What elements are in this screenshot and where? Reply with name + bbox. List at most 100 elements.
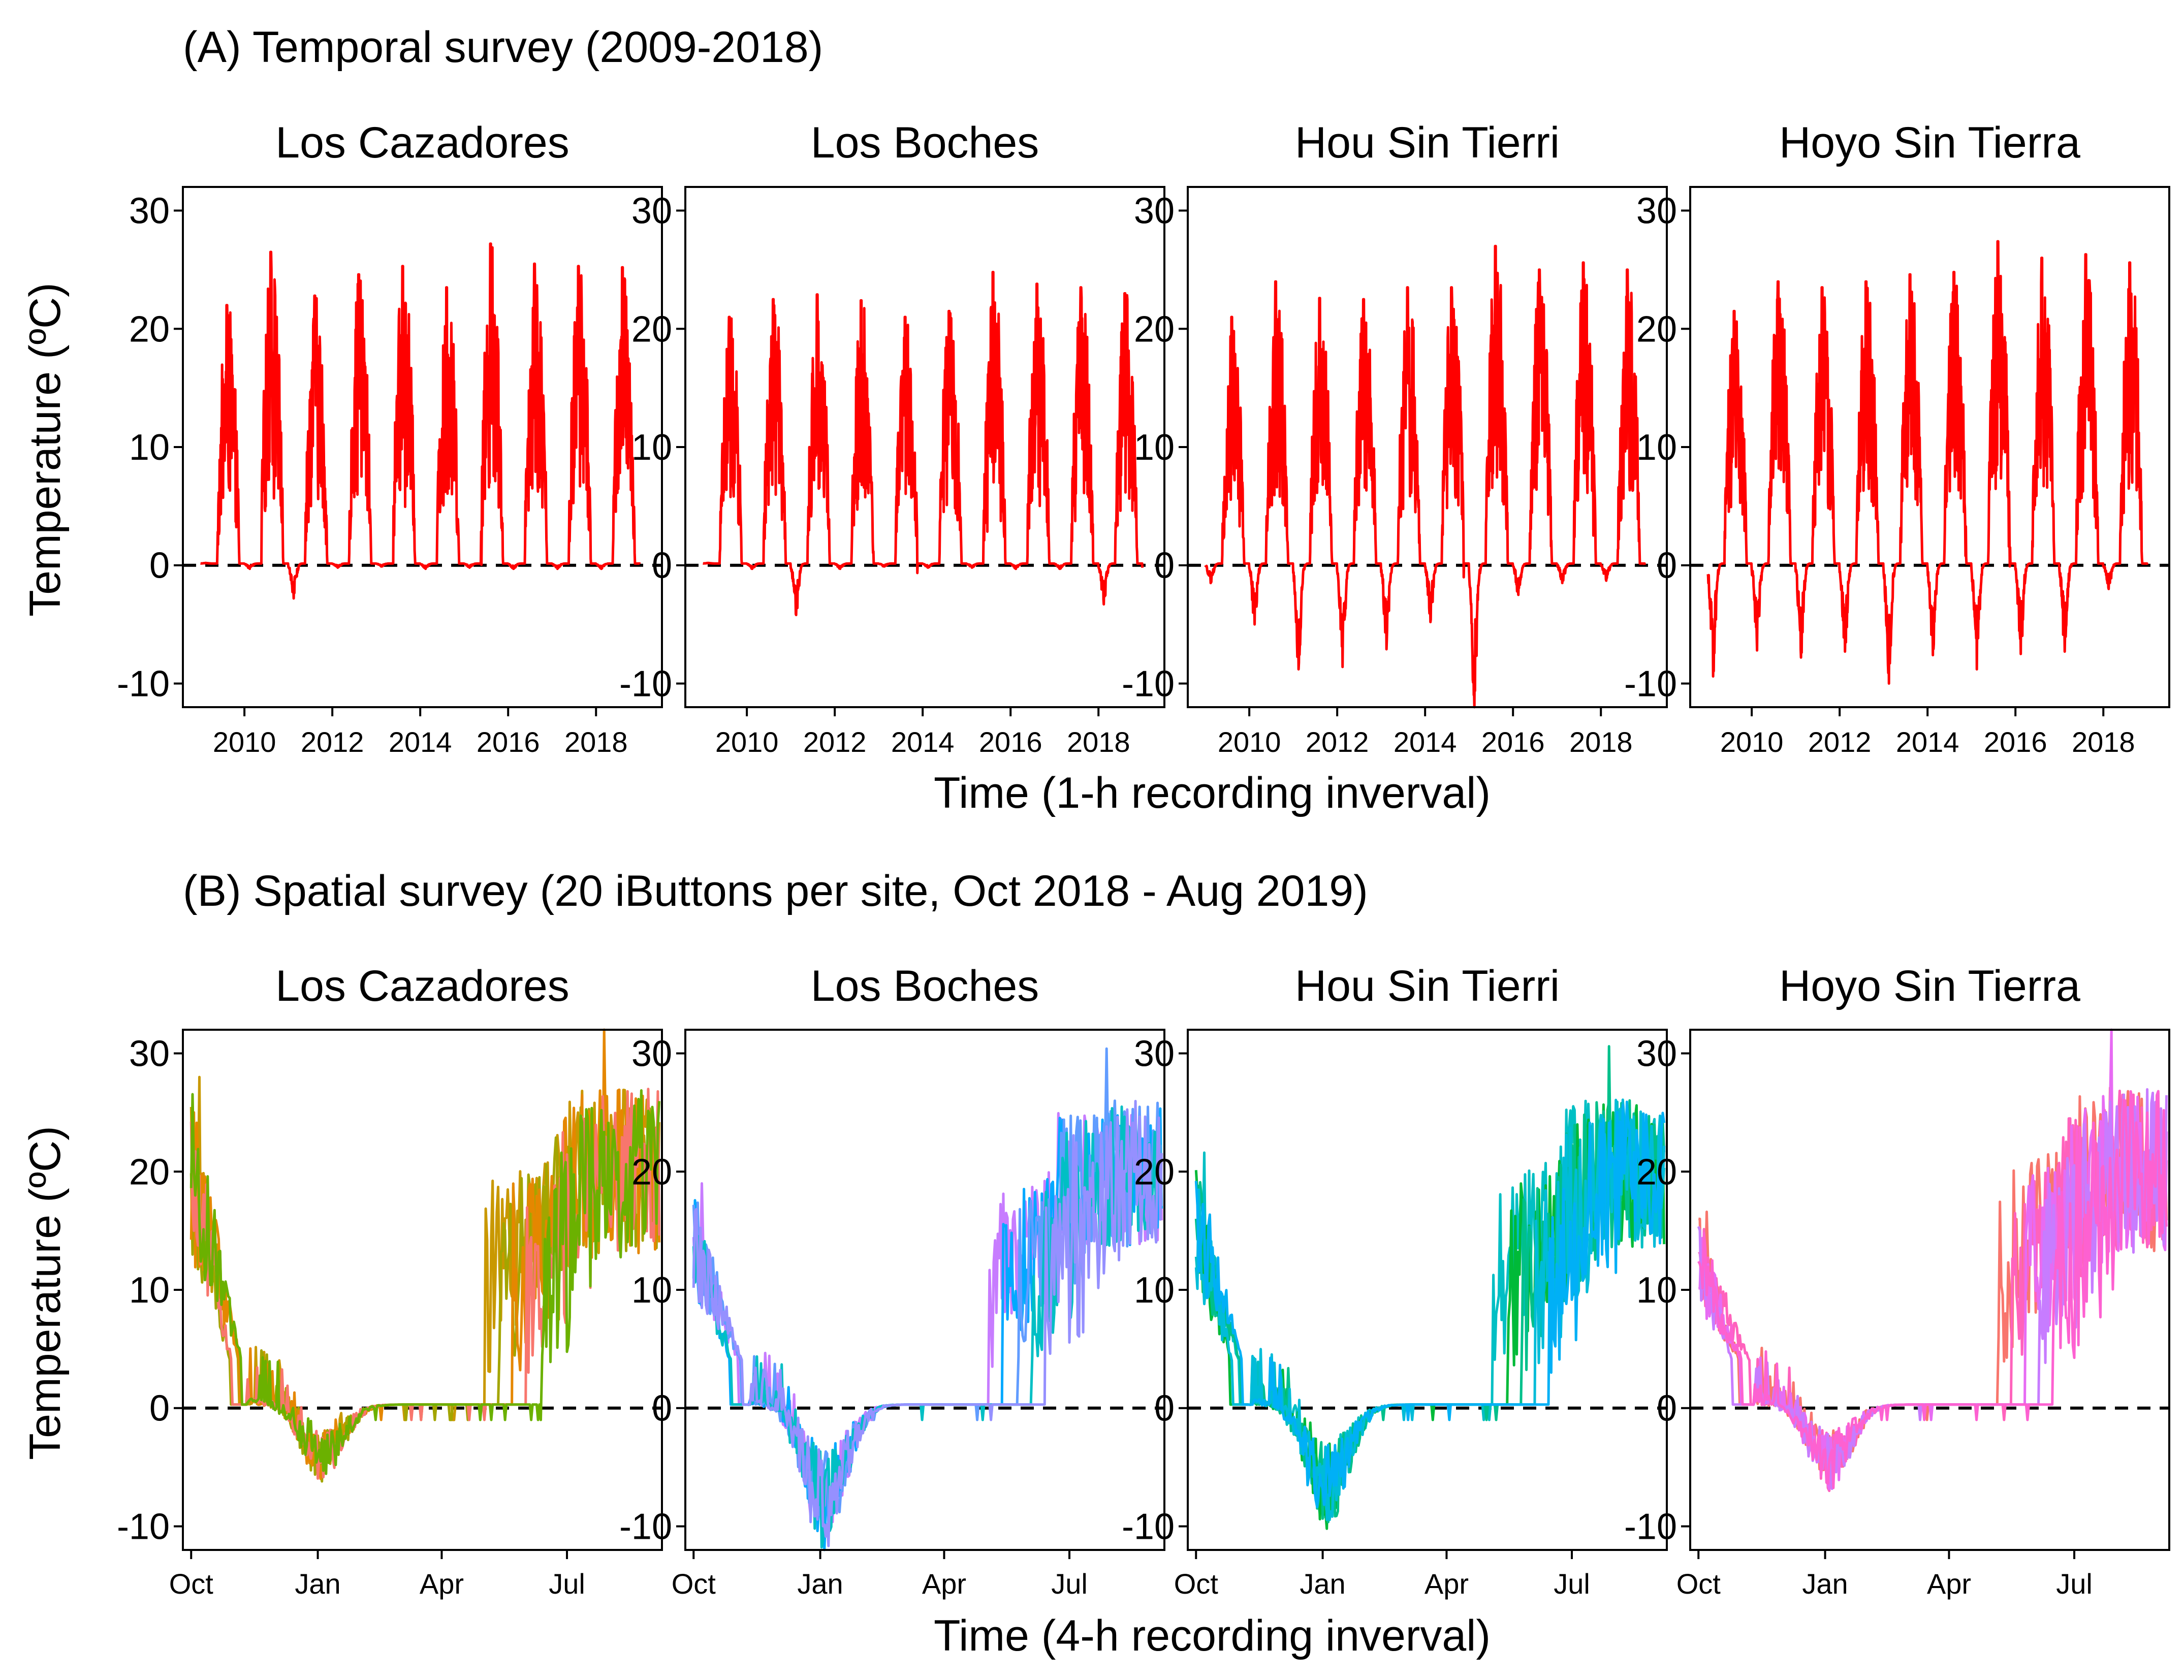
section-a-x-axis-title: Time (1-h recording inverval) [934, 769, 1491, 817]
y-tick-label: 30 [631, 191, 672, 232]
x-tick-label: 2018 [2072, 726, 2135, 758]
x-tick-label: 2016 [477, 726, 540, 758]
x-tick-label: Apr [420, 1568, 464, 1600]
x-tick-label: Oct [1174, 1568, 1219, 1600]
y-tick-label: 20 [1636, 309, 1677, 350]
y-tick-label: 0 [1154, 546, 1175, 586]
y-tick-label: 30 [1636, 1034, 1677, 1074]
x-tick-label: 2010 [1218, 726, 1281, 758]
y-tick-label: -10 [1624, 663, 1677, 704]
x-tick-label: 2016 [1481, 726, 1545, 758]
y-tick-label: -10 [117, 663, 170, 704]
y-tick-label: 0 [1154, 1388, 1175, 1429]
y-tick-label: 20 [631, 309, 672, 350]
panel-b-los-cazadores: Los Cazadores -10 0 10 20 30 Oct Jan Apr Jul [117, 962, 663, 1600]
x-tick-label: 2010 [1720, 726, 1784, 758]
panel-frame [182, 1029, 663, 1551]
y-tick-label: 20 [631, 1152, 672, 1192]
y-tick-label: 20 [1134, 309, 1175, 350]
series-line-los-boches [702, 271, 1144, 616]
x-tick-label: Apr [1927, 1568, 1971, 1600]
y-tick-label: -10 [619, 663, 672, 704]
x-tick-label: 2012 [803, 726, 867, 758]
panel-frame [1187, 186, 1668, 708]
y-tick-label: 30 [129, 191, 170, 232]
y-tick-label: -10 [1122, 663, 1175, 704]
y-tick-label: 20 [129, 309, 170, 350]
facet-label-a-los-boches: Los Boches [811, 118, 1039, 167]
section-a-title: (A) Temporal survey (2009-2018) [183, 23, 823, 72]
y-tick-label: 10 [129, 427, 170, 468]
y-tick-label: 10 [1636, 1270, 1677, 1311]
x-tick-label: Jul [1554, 1568, 1590, 1600]
x-tick-label: Oct [672, 1568, 716, 1600]
x-tick-label: Apr [922, 1568, 966, 1600]
section-a-y-axis-title: Temperature (ºC) [21, 282, 70, 616]
panel-frame [1689, 1029, 2170, 1551]
y-tick-label: 20 [1134, 1152, 1175, 1192]
x-tick-label: Oct [1676, 1568, 1721, 1600]
series-line-hoyo-sin-tierra [1706, 240, 2149, 685]
facet-label-a-hoyo-sin-tierra: Hoyo Sin Tierra [1779, 118, 2080, 167]
panel-frame [182, 186, 663, 708]
x-tick-label: Jul [2056, 1568, 2093, 1600]
section-b-y-axis-title: Temperature (ºC) [21, 1126, 70, 1460]
x-tick-label: 2014 [891, 726, 955, 758]
x-tick-label: Jan [1802, 1568, 1848, 1600]
y-tick-label: 0 [1657, 546, 1677, 586]
x-tick-label: 2012 [1306, 726, 1369, 758]
facet-label-b-los-boches: Los Boches [811, 962, 1039, 1010]
x-tick-label: 2014 [1896, 726, 1959, 758]
y-tick-label: 0 [652, 546, 672, 586]
y-tick-label: 10 [631, 1270, 672, 1311]
y-tick-label: 10 [1134, 1270, 1175, 1311]
x-tick-label: Jan [797, 1568, 843, 1600]
sensor-line-los-cazadores-5 [189, 1089, 661, 1475]
facet-label-a-los-cazadores: Los Cazadores [275, 118, 569, 167]
y-tick-label: 10 [1134, 427, 1175, 468]
y-tick-label: 10 [631, 427, 672, 468]
x-tick-label: Apr [1425, 1568, 1469, 1600]
y-tick-label: 20 [129, 1152, 170, 1192]
y-tick-label: 20 [1636, 1152, 1677, 1192]
sensor-line-hoyo-sin-tierra-5 [1697, 1090, 2168, 1489]
y-tick-label: -10 [1122, 1506, 1175, 1547]
sensor-line-los-boches-5 [692, 1100, 1163, 1547]
x-tick-label: 2018 [1569, 726, 1633, 758]
y-tick-label: -10 [619, 1506, 672, 1547]
y-tick-label: 30 [1134, 191, 1175, 232]
panel-a-los-boches: Los Boches -10 0 10 20 30 2010 2012 2014 2016 2018 [619, 118, 1165, 758]
x-tick-label: 2018 [564, 726, 628, 758]
x-tick-label: Jan [1300, 1568, 1345, 1600]
y-tick-label: 30 [129, 1034, 170, 1074]
y-tick-label: 0 [149, 1388, 170, 1429]
x-tick-label: 2014 [1394, 726, 1457, 758]
panel-b-los-boches: Los Boches -10 0 10 20 30 Oct Jan Apr Jul [619, 962, 1165, 1600]
x-tick-label: 2012 [301, 726, 364, 758]
y-tick-label: 30 [1134, 1034, 1175, 1074]
series-line-hou-sin-tierri [1204, 244, 1647, 709]
section-b-title: (B) Spatial survey (20 iButtons per site… [183, 867, 1368, 915]
facet-label-b-hou-sin-tierri: Hou Sin Tierri [1295, 962, 1560, 1010]
x-tick-label: 2010 [213, 726, 276, 758]
panel-b-hou-sin-tierri: Hou Sin Tierri -10 0 10 20 30 Oct Jan Apr Jul [1122, 962, 1668, 1600]
panel-frame [1689, 186, 2170, 708]
y-tick-label: 10 [129, 1270, 170, 1311]
y-tick-label: 10 [1636, 427, 1677, 468]
y-tick-label: 0 [149, 546, 170, 586]
sensor-line-hou-sin-tierri-5 [1194, 1100, 1666, 1509]
y-tick-label: -10 [1624, 1506, 1677, 1547]
panel-frame [684, 1029, 1165, 1551]
x-tick-label: Oct [169, 1568, 214, 1600]
x-tick-label: 2016 [1984, 726, 2047, 758]
x-tick-label: 2010 [715, 726, 779, 758]
panel-a-los-cazadores: Los Cazadores -10 0 10 20 30 2010 2012 2014 2016 2… [117, 118, 663, 758]
section-b-x-axis-title: Time (4-h recording inverval) [934, 1611, 1491, 1660]
facet-label-b-hoyo-sin-tierra: Hoyo Sin Tierra [1779, 962, 2080, 1010]
panel-frame [1187, 1029, 1668, 1551]
panel-b-hoyo-sin-tierra: Hoyo Sin Tierra -10 0 10 20 30 Oct Jan Apr Jul [1624, 962, 2170, 1600]
